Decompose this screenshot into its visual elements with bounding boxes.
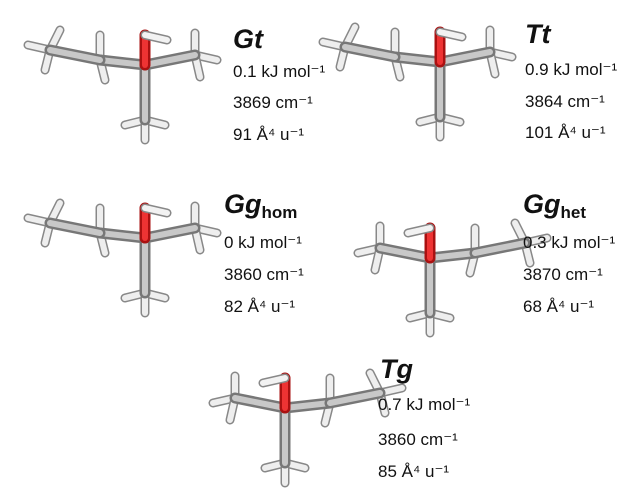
bond <box>97 57 148 68</box>
activity: 91 Å⁴ u⁻¹ <box>233 125 304 144</box>
bond <box>392 54 443 65</box>
frequency: 3864 cm⁻¹ <box>525 92 605 111</box>
energy: 0.3 kJ mol⁻¹ <box>523 233 615 252</box>
bond <box>260 375 288 386</box>
energy: 0.7 kJ mol⁻¹ <box>378 395 470 414</box>
bond <box>47 47 103 63</box>
bond <box>142 225 198 241</box>
bond <box>142 205 170 216</box>
molecule <box>23 198 222 318</box>
bond <box>282 400 333 411</box>
bond <box>427 250 478 261</box>
frequency: 3869 cm⁻¹ <box>233 93 313 112</box>
activity: 68 Å⁴ u⁻¹ <box>523 297 594 316</box>
bond <box>232 395 288 411</box>
bond <box>472 240 528 256</box>
bond <box>377 245 433 261</box>
energy: 0 kJ mol⁻¹ <box>224 233 302 252</box>
conformer-name: Gghom <box>224 189 297 222</box>
conformer-name: Gghet <box>523 189 586 222</box>
bond <box>342 44 398 60</box>
molecule <box>318 22 517 142</box>
activity: 101 Å⁴ u⁻¹ <box>525 123 606 142</box>
conformer-name: Tt <box>525 19 551 49</box>
frequency: 3860 cm⁻¹ <box>378 430 458 449</box>
activity: 82 Å⁴ u⁻¹ <box>224 297 295 316</box>
molecule <box>208 368 407 488</box>
activity: 85 Å⁴ u⁻¹ <box>378 462 449 481</box>
bond <box>327 390 383 406</box>
bond <box>142 52 198 68</box>
name-main: Gg <box>224 189 262 219</box>
name-sub: hom <box>262 203 298 222</box>
frequency: 3860 cm⁻¹ <box>224 265 304 284</box>
conformer-name: Tg <box>380 354 413 384</box>
bond <box>437 29 465 40</box>
bond <box>437 49 493 65</box>
molecule <box>353 218 552 338</box>
molecules <box>23 22 552 488</box>
name-sub: het <box>561 203 587 222</box>
molecule <box>23 25 222 145</box>
energy: 0.9 kJ mol⁻¹ <box>525 60 617 79</box>
bond <box>47 220 103 236</box>
frequency: 3870 cm⁻¹ <box>523 265 603 284</box>
name-main: Gg <box>523 189 561 219</box>
energy: 0.1 kJ mol⁻¹ <box>233 62 325 81</box>
bond <box>405 225 433 236</box>
conformer-name: Gt <box>233 24 264 54</box>
bond <box>97 230 148 241</box>
bond <box>142 32 170 43</box>
